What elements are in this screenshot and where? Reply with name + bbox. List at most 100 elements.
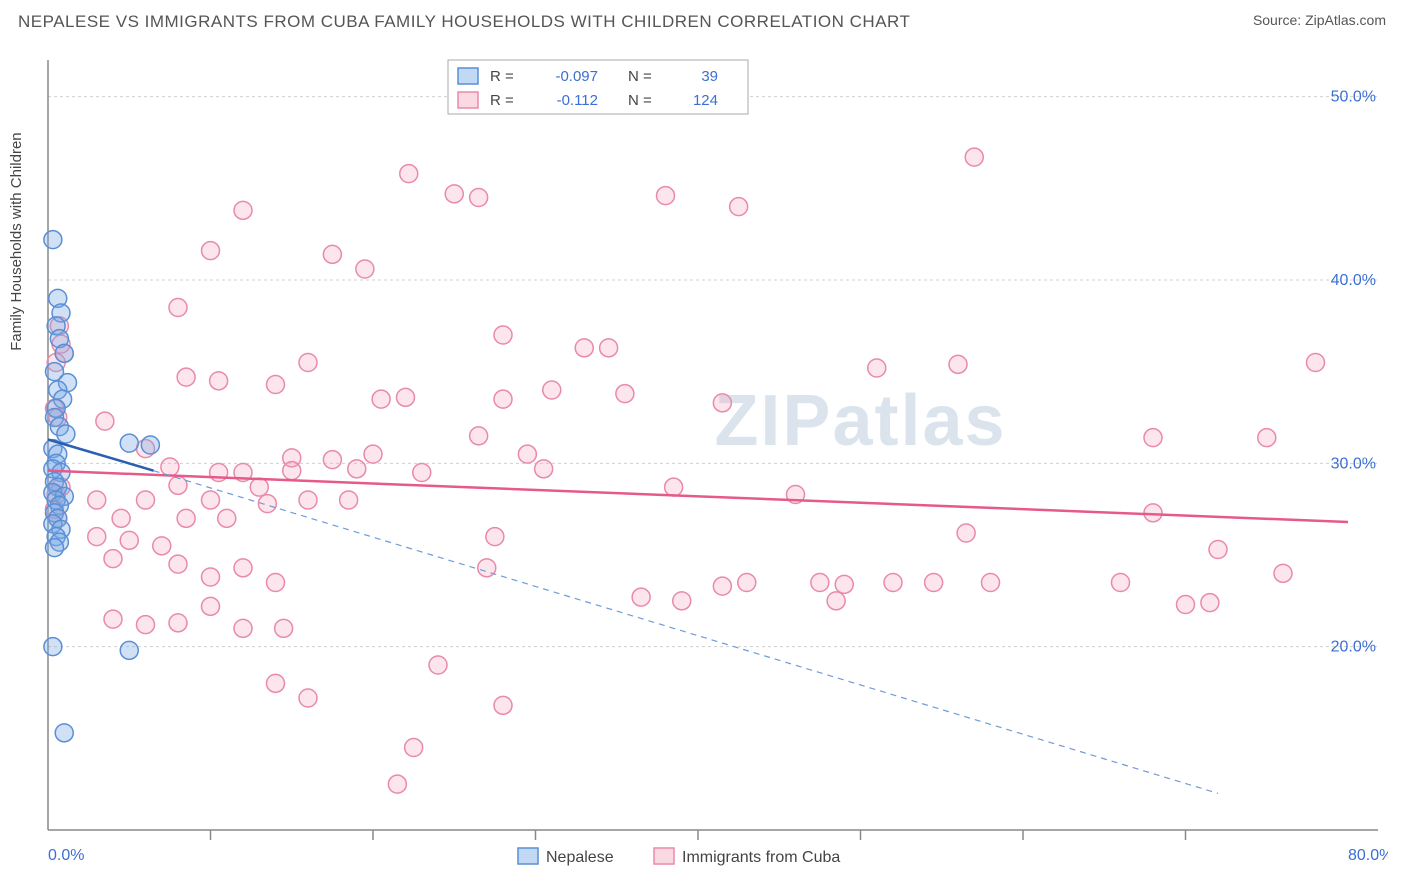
data-point-pink — [267, 674, 285, 692]
source-attribution: Source: ZipAtlas.com — [1253, 12, 1386, 28]
data-point-pink — [657, 187, 675, 205]
data-point-pink — [632, 588, 650, 606]
data-point-pink — [299, 491, 317, 509]
data-point-pink — [957, 524, 975, 542]
data-point-pink — [486, 528, 504, 546]
data-point-pink — [518, 445, 536, 463]
data-point-pink — [137, 491, 155, 509]
data-point-pink — [470, 427, 488, 445]
data-point-pink — [234, 619, 252, 637]
data-point-pink — [299, 354, 317, 372]
data-point-blue — [55, 344, 73, 362]
data-point-pink — [397, 388, 415, 406]
regression-extrapolation-blue — [154, 471, 1218, 794]
data-point-pink — [1258, 429, 1276, 447]
legend-swatch — [654, 848, 674, 864]
data-point-blue — [44, 638, 62, 656]
data-point-blue — [55, 724, 73, 742]
data-point-pink — [169, 476, 187, 494]
legend-swatch — [458, 92, 478, 108]
data-point-pink — [267, 376, 285, 394]
data-point-blue — [57, 425, 75, 443]
chart-container: Family Households with Children ZIPatlas… — [18, 40, 1388, 880]
y-axis-label: Family Households with Children — [8, 132, 25, 350]
data-point-pink — [413, 464, 431, 482]
data-point-pink — [234, 559, 252, 577]
y-tick-label: 30.0% — [1331, 455, 1376, 472]
data-point-pink — [267, 574, 285, 592]
data-point-pink — [169, 614, 187, 632]
data-point-pink — [218, 509, 236, 527]
data-point-pink — [96, 412, 114, 430]
data-point-pink — [153, 537, 171, 555]
data-point-pink — [1177, 596, 1195, 614]
data-point-pink — [884, 574, 902, 592]
data-point-pink — [470, 189, 488, 207]
data-point-pink — [713, 577, 731, 595]
data-point-pink — [713, 394, 731, 412]
data-point-blue — [120, 434, 138, 452]
data-point-pink — [1274, 564, 1292, 582]
data-point-pink — [202, 597, 220, 615]
x-tick-label: 0.0% — [48, 847, 84, 864]
data-point-pink — [673, 592, 691, 610]
data-point-pink — [112, 509, 130, 527]
data-point-pink — [356, 260, 374, 278]
data-point-pink — [323, 451, 341, 469]
data-point-pink — [665, 478, 683, 496]
data-point-pink — [250, 478, 268, 496]
scatter-chart: ZIPatlas20.0%30.0%40.0%50.0%0.0%80.0%R =… — [18, 40, 1388, 880]
data-point-blue — [120, 641, 138, 659]
data-point-pink — [494, 326, 512, 344]
y-tick-label: 40.0% — [1331, 272, 1376, 289]
data-point-pink — [535, 460, 553, 478]
legend-series-label: Immigrants from Cuba — [682, 849, 840, 866]
legend-r-value: -0.097 — [555, 68, 598, 85]
legend-swatch — [518, 848, 538, 864]
data-point-pink — [348, 460, 366, 478]
legend-swatch — [458, 68, 478, 84]
data-point-pink — [925, 574, 943, 592]
data-point-pink — [600, 339, 618, 357]
data-point-pink — [1144, 429, 1162, 447]
data-point-pink — [494, 696, 512, 714]
data-point-pink — [965, 148, 983, 166]
data-point-pink — [445, 185, 463, 203]
data-point-pink — [1201, 594, 1219, 612]
data-point-pink — [949, 355, 967, 373]
data-point-blue — [46, 539, 64, 557]
legend-n-value: 124 — [693, 92, 718, 109]
data-point-pink — [104, 550, 122, 568]
legend-n-value: 39 — [701, 68, 718, 85]
data-point-pink — [161, 458, 179, 476]
data-point-pink — [275, 619, 293, 637]
data-point-pink — [1209, 541, 1227, 559]
data-point-pink — [234, 201, 252, 219]
data-point-pink — [400, 165, 418, 183]
data-point-pink — [827, 592, 845, 610]
data-point-pink — [323, 245, 341, 263]
source-prefix: Source: — [1253, 12, 1305, 28]
watermark: ZIPatlas — [714, 381, 1006, 461]
data-point-pink — [575, 339, 593, 357]
data-point-pink — [1112, 574, 1130, 592]
data-point-pink — [616, 385, 634, 403]
data-point-pink — [372, 390, 390, 408]
data-point-pink — [177, 509, 195, 527]
data-point-pink — [982, 574, 1000, 592]
data-point-pink — [169, 299, 187, 317]
data-point-pink — [868, 359, 886, 377]
data-point-pink — [120, 531, 138, 549]
data-point-pink — [88, 491, 106, 509]
data-point-pink — [835, 575, 853, 593]
data-point-pink — [202, 491, 220, 509]
data-point-blue — [141, 436, 159, 454]
data-point-pink — [738, 574, 756, 592]
data-point-pink — [364, 445, 382, 463]
regression-line-pink — [48, 471, 1348, 522]
data-point-pink — [283, 462, 301, 480]
legend-r-label: R = — [490, 92, 514, 109]
source-name: ZipAtlas.com — [1305, 12, 1386, 28]
legend-r-label: R = — [490, 68, 514, 85]
data-point-pink — [177, 368, 195, 386]
